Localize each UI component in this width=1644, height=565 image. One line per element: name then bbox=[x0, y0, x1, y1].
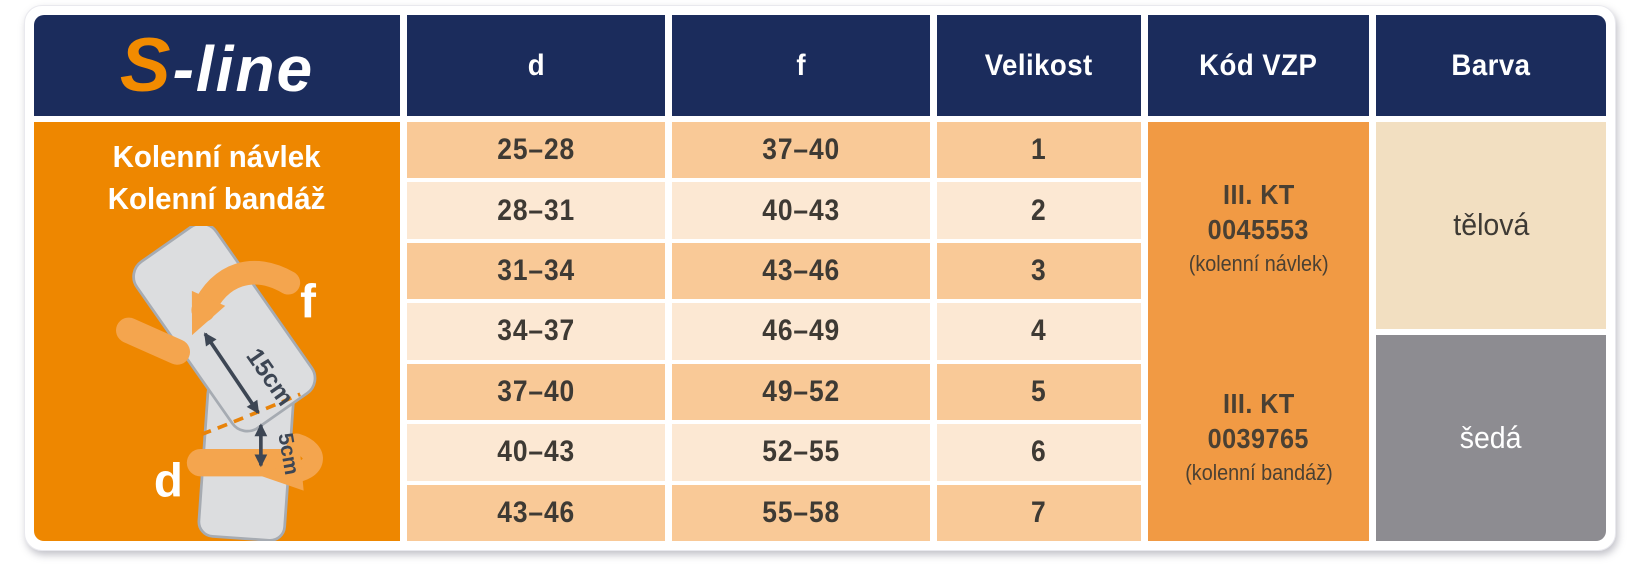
f-label: f bbox=[300, 275, 316, 328]
brand-logo-cell: S-line bbox=[34, 15, 400, 116]
d-column: 25–28 28–31 31–34 34–37 37–40 40–43 43–4… bbox=[407, 122, 665, 541]
color-column: tělová šedá bbox=[1376, 122, 1606, 541]
f-band-arrow bbox=[191, 260, 301, 335]
f-band-back bbox=[116, 317, 191, 365]
size-cell: 7 bbox=[937, 484, 1141, 541]
f-cell: 43–46 bbox=[672, 242, 930, 300]
size-cell: 6 bbox=[937, 424, 1141, 481]
vzp-code-column: III. KT 0045553 (kolenní návlek) III. KT… bbox=[1148, 122, 1369, 541]
f-cell: 52–55 bbox=[672, 424, 930, 481]
d-label: d bbox=[154, 454, 183, 507]
column-header-velikost: Velikost bbox=[937, 15, 1141, 116]
knee-measurement-illustration: 15cm 5cm f d bbox=[116, 225, 323, 541]
d-cell: 25–28 bbox=[407, 122, 665, 179]
d-cell: 31–34 bbox=[407, 242, 665, 300]
d-band-arrow bbox=[261, 433, 323, 491]
size-cell: 1 bbox=[937, 122, 1141, 179]
size-cell: 4 bbox=[937, 303, 1141, 360]
f-cell: 46–49 bbox=[672, 303, 930, 360]
size-chart-card: S-line d f Velikost Kód VZP Barva Kolenn… bbox=[24, 5, 1616, 551]
column-header-f: f bbox=[672, 15, 930, 116]
color-swatch-telova: tělová bbox=[1376, 122, 1606, 329]
product-panel: Kolenní návlek Kolenní bandáž bbox=[34, 122, 400, 541]
f-cell: 40–43 bbox=[672, 182, 930, 239]
f-cell: 37–40 bbox=[672, 122, 930, 179]
d-cell: 40–43 bbox=[407, 424, 665, 481]
column-header-barva: Barva bbox=[1376, 15, 1606, 116]
column-header-d: d bbox=[407, 15, 665, 116]
logo-letter-s: S bbox=[119, 22, 173, 108]
s-line-logo: S-line bbox=[120, 27, 315, 105]
measure-15cm-arrow bbox=[203, 332, 260, 414]
f-cell: 49–52 bbox=[672, 363, 930, 421]
product-title: Kolenní návlek Kolenní bandáž bbox=[108, 136, 326, 220]
d-cell: 43–46 bbox=[407, 484, 665, 541]
vzp-code-navlek: III. KT 0045553 (kolenní návlek) bbox=[1188, 178, 1329, 276]
column-header-kod-vzp: Kód VZP bbox=[1148, 15, 1369, 116]
f-column: 37–40 40–43 43–46 46–49 49–52 52–55 55–5… bbox=[672, 122, 930, 541]
f-cell: 55–58 bbox=[672, 484, 930, 541]
color-swatch-seda: šedá bbox=[1376, 334, 1606, 541]
d-cell: 28–31 bbox=[407, 182, 665, 239]
size-chart-grid: S-line d f Velikost Kód VZP Barva Kolenn… bbox=[34, 15, 1606, 541]
size-cell: 5 bbox=[937, 363, 1141, 421]
vzp-code-bandaz: III. KT 0039765 (kolenní bandáž) bbox=[1184, 388, 1333, 486]
size-cell: 3 bbox=[937, 242, 1141, 300]
size-cell: 2 bbox=[937, 182, 1141, 239]
d-cell: 37–40 bbox=[407, 363, 665, 421]
product-title-line2: Kolenní bandáž bbox=[108, 180, 326, 216]
velikost-column: 1 2 3 4 5 6 7 bbox=[937, 122, 1141, 541]
product-title-line1: Kolenní návlek bbox=[113, 139, 321, 174]
logo-rest: -line bbox=[172, 32, 315, 105]
d-cell: 34–37 bbox=[407, 303, 665, 360]
